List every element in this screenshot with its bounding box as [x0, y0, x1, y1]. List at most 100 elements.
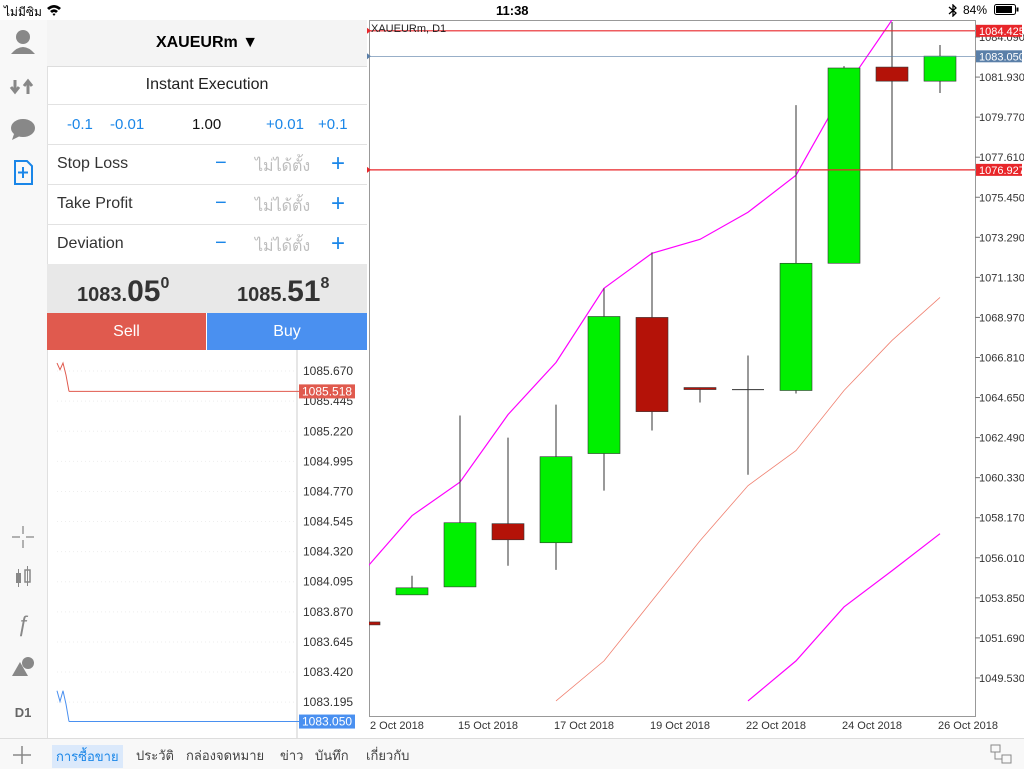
y-tick-label: 1081.930	[979, 72, 1024, 84]
execution-mode[interactable]: Instant Execution	[47, 66, 367, 105]
y-tick-label: 1077.610	[979, 152, 1024, 164]
price-marker	[367, 27, 371, 34]
y-tick-label: 1079.770	[979, 112, 1024, 124]
price-tag-label: 1085.518	[302, 384, 352, 398]
order-field: Deviation − ไม่ได้ตั้ง +	[47, 224, 367, 265]
battery-icon	[994, 4, 1019, 15]
y-tick-label: 1064.650	[979, 393, 1024, 405]
buy-button[interactable]: Buy	[207, 313, 367, 350]
trade-icon[interactable]	[9, 78, 34, 95]
bid-main: 1083.	[77, 284, 128, 306]
tab[interactable]: บันทึก	[315, 748, 349, 763]
ask-price: 1085.518	[237, 275, 329, 309]
bluetooth-icon	[948, 4, 957, 17]
volume-row: -0.1 -0.01 1.00 +0.01 +0.1	[47, 104, 367, 145]
objects-icon[interactable]	[12, 657, 34, 676]
tab[interactable]: เกี่ยวกับ	[366, 748, 410, 763]
price-area: 1083.050 1085.518	[47, 264, 367, 313]
x-tick-label: 2 Oct 2018	[370, 720, 424, 732]
volume-step[interactable]: -0.1	[67, 116, 93, 133]
plot	[369, 20, 975, 702]
new-order-icon[interactable]	[14, 160, 33, 185]
y-tick-label: 1068.970	[979, 312, 1024, 324]
crosshair-icon[interactable]	[12, 526, 34, 548]
chat-icon[interactable]	[11, 119, 35, 140]
sidebar-icons: ƒ D1	[9, 30, 35, 720]
y-tick-label: 1084.995	[303, 454, 353, 468]
candle-body	[827, 67, 861, 264]
y-tick-label: 1083.870	[303, 605, 353, 619]
y-tick-label: 1085.670	[303, 364, 353, 378]
tab[interactable]: การซื้อขาย	[52, 745, 123, 768]
volume-step[interactable]: -0.01	[110, 116, 145, 133]
y-tick-label: 1084.320	[303, 545, 353, 559]
price-tag-label: 1083.050	[302, 715, 352, 729]
battery-percent: 84%	[963, 3, 988, 17]
tab[interactable]: ข่าว	[280, 748, 304, 763]
tab[interactable]: ประวัติ	[136, 748, 174, 763]
chart-type-icon[interactable]	[16, 566, 31, 587]
bid-big: 05	[127, 275, 161, 308]
period-button[interactable]: D1	[15, 705, 32, 720]
price-tag-label: 1076.927	[979, 165, 1024, 177]
y-tick-label: 1071.130	[979, 272, 1024, 284]
candle-body	[683, 387, 717, 390]
volume-step[interactable]: +0.01	[266, 116, 304, 133]
increase-button[interactable]: +	[331, 190, 346, 217]
decrease-button[interactable]: −	[215, 152, 227, 174]
y-tick-label: 1062.490	[979, 433, 1024, 445]
ask-main: 1085.	[237, 284, 288, 306]
field-value[interactable]: ไม่ได้ตั้ง	[255, 158, 311, 175]
field-value[interactable]: ไม่ได้ตั้ง	[255, 238, 311, 255]
tab-bar	[0, 738, 1024, 769]
field-value[interactable]: ไม่ได้ตั้ง	[255, 198, 311, 215]
price-tag	[976, 24, 1022, 37]
moving-average	[555, 297, 941, 702]
wifi-icon	[47, 5, 61, 16]
price-tag	[299, 384, 355, 399]
increase-button[interactable]: +	[331, 230, 346, 257]
candle-body	[395, 587, 429, 596]
candle-body	[587, 316, 621, 454]
field-label: Deviation	[57, 235, 124, 252]
candle-body	[491, 523, 525, 541]
tick-line	[56, 361, 70, 392]
carrier: ไม่มีซิม	[4, 5, 42, 19]
tab[interactable]: กล่องจดหมาย	[186, 748, 265, 763]
y-tick-label: 1084.545	[303, 515, 353, 529]
indicator-icon[interactable]: ƒ	[17, 611, 29, 636]
tick-line	[56, 690, 70, 722]
price-tag-label: 1084.425	[979, 26, 1024, 38]
y-tick-label: 1058.170	[979, 513, 1024, 525]
y-tick-label: 1051.690	[979, 633, 1024, 645]
status-bar: ไม่มีซิม 11:38 84%	[0, 0, 1024, 20]
x-tick-label: 26 Oct 2018	[938, 720, 998, 732]
bid-sup: 0	[160, 275, 170, 292]
layout-button[interactable]	[990, 744, 1012, 764]
field-label: Take Profit	[57, 195, 133, 212]
decrease-button[interactable]: −	[215, 192, 227, 214]
y-tick-label: 1083.420	[303, 665, 353, 679]
price-chart: 1049.530 1051.690 1053.850 1056.010 1058.170…	[367, 20, 1024, 732]
y-tick-label: 1066.810	[979, 352, 1024, 364]
price-tag-label: 1083.050	[979, 51, 1024, 63]
sell-button[interactable]: Sell	[47, 313, 206, 350]
price-tag	[976, 50, 1022, 63]
plot-frame	[369, 20, 976, 717]
symbol-selector[interactable]: XAUEURm ▼	[155, 34, 259, 51]
volume-step[interactable]: +0.1	[318, 116, 348, 133]
volume-value[interactable]: 1.00	[192, 116, 222, 133]
account-icon[interactable]	[11, 30, 35, 54]
price-tag	[976, 163, 1022, 176]
candle-body	[779, 262, 813, 391]
x-tick-label: 22 Oct 2018	[746, 720, 806, 732]
order-field: Take Profit − ไม่ได้ตั้ง +	[47, 184, 367, 225]
y-tick-label: 1075.450	[979, 192, 1024, 204]
decrease-button[interactable]: −	[215, 232, 227, 254]
y-tick-label: 1083.645	[303, 635, 353, 649]
add-button[interactable]	[12, 745, 32, 765]
candle-body	[635, 317, 669, 412]
y-tick-label: 1084.095	[303, 575, 353, 589]
y-tick-label: 1073.290	[979, 232, 1024, 244]
increase-button[interactable]: +	[331, 150, 346, 177]
